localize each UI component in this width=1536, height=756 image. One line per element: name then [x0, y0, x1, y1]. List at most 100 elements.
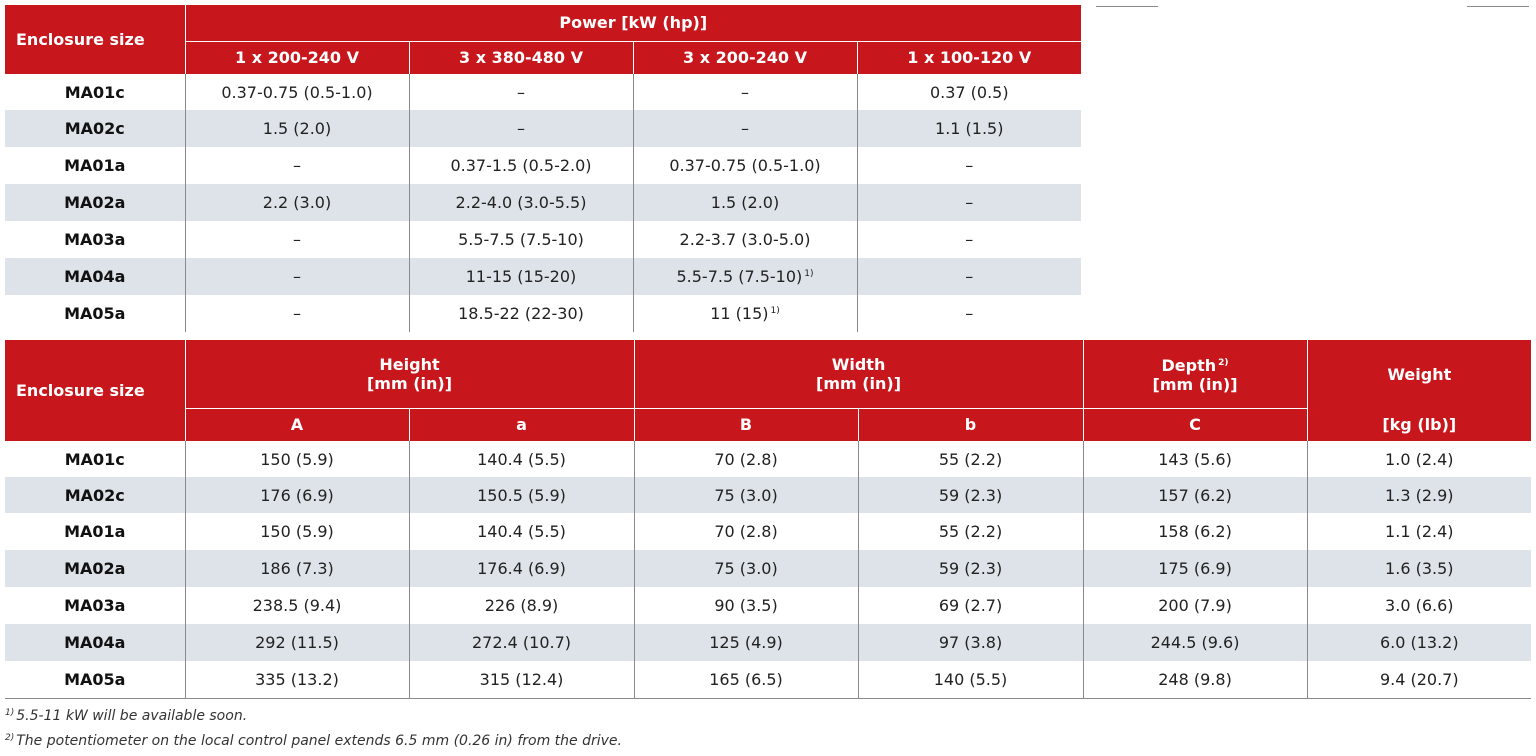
footnote-text: 5.5-11 kW will be available soon. [16, 708, 248, 724]
table-cell: – [184, 147, 409, 184]
power-group-header: Power [kW (hp)] [184, 5, 1082, 41]
table-cell-with-footnote: 11 (15) 1) [632, 295, 857, 332]
table-cell: 11-15 (15-20) [408, 258, 633, 295]
table-cell: – [184, 295, 409, 332]
table-cell: 3.0 (6.6) [1306, 587, 1532, 624]
table-cell: 248 (9.8) [1082, 661, 1308, 699]
table-cell: 55 (2.2) [857, 513, 1084, 550]
table-cell: 1.3 (2.9) [1306, 477, 1532, 513]
footnote: 2) The potentiometer on the local control… [5, 727, 622, 752]
table-cell: 0.37-0.75 (0.5-1.0) [632, 147, 857, 184]
table-cell: – [632, 110, 857, 147]
table-cell: 5.5-7.5 (7.5-10) [408, 221, 633, 258]
table-cell: 1.6 (3.5) [1306, 550, 1532, 587]
table-cell: 0.37 (0.5) [856, 74, 1082, 110]
table-cell: 335 (13.2) [184, 661, 409, 699]
table-row: MA01a 150 (5.9) 140.4 (5.5) 70 (2.8) 55 … [5, 513, 1532, 550]
table-cell: 186 (7.3) [184, 550, 409, 587]
enclosure-size: MA01a [64, 156, 126, 175]
table-cell: 143 (5.6) [1082, 441, 1308, 477]
width-group-header: Width [mm (in)] [633, 340, 1084, 408]
weight-group-header: Weight [1306, 340, 1532, 408]
table-row: MA05a – 18.5-22 (22-30) 11 (15) 1) – [5, 295, 1082, 332]
height-label: Height [379, 354, 440, 374]
enclosure-size: MA02a [5, 184, 185, 221]
enclosure-size: MA02c [5, 110, 185, 147]
enclosure-size: MA01c [64, 449, 125, 469]
table-cell: 69 (2.7) [857, 587, 1084, 624]
footnote-text: The potentiometer on the local control p… [16, 733, 622, 749]
table-row: MA03a 238.5 (9.4) 226 (8.9) 90 (3.5) 69 … [5, 587, 1532, 624]
dimension-subheader: C [1082, 407, 1308, 441]
depth-unit: [mm (in)] [1152, 374, 1238, 394]
dimension-subheader: B [633, 407, 859, 441]
footnote: 1) 5.5-11 kW will be available soon. [5, 702, 622, 727]
enclosure-size: MA02c [5, 477, 185, 513]
table-cell: – [632, 74, 857, 110]
dimension-subheader: a [408, 407, 635, 441]
table-cell: 176 (6.9) [184, 477, 409, 513]
height-group-header: Height [mm (in)] [184, 340, 635, 408]
table-cell: 1.1 (2.4) [1306, 513, 1532, 550]
table-cell: 2.2 (3.0) [184, 184, 409, 221]
table-cell: 175 (6.9) [1082, 550, 1308, 587]
power-table: Enclosure size Power [kW (hp)] 1 x 200-2… [5, 5, 1082, 332]
table-cell: 1.0 (2.4) [1306, 441, 1532, 477]
depth-group-header: Depth 2) [mm (in)] [1082, 340, 1308, 408]
voltage-header: 3 x 200-240 V [632, 40, 857, 74]
table-cell: 70 (2.8) [633, 441, 859, 477]
table-cell: 292 (11.5) [184, 624, 409, 661]
footnote-mark: 1) [5, 708, 15, 718]
table-cell: 176.4 (6.9) [408, 550, 635, 587]
table-cell: 125 (4.9) [633, 624, 859, 661]
enclosure-size: MA03a [64, 596, 126, 615]
table-cell: – [184, 258, 409, 295]
table-cell-with-footnote: 5.5-7.5 (7.5-10) 1) [632, 258, 857, 295]
table-cell: 0.37-1.5 (0.5-2.0) [408, 147, 633, 184]
table-cell: 165 (6.5) [633, 661, 859, 699]
table-cell: 18.5-22 (22-30) [408, 295, 633, 332]
table-cell: 59 (2.3) [857, 477, 1084, 513]
enclosure-size-header: Enclosure size [5, 5, 185, 74]
table-cell: – [408, 74, 633, 110]
dimension-subheader: [kg (lb)] [1306, 408, 1532, 441]
width-label: Width [831, 354, 886, 374]
cell-text: 11 (15) [710, 304, 769, 323]
table-cell: 150.5 (5.9) [408, 477, 635, 513]
table-cell: 90 (3.5) [633, 587, 859, 624]
table-cell: 0.37-0.75 (0.5-1.0) [184, 74, 409, 110]
enclosure-size: MA01a [64, 522, 126, 541]
table-row: MA01c 150 (5.9) 140.4 (5.5) 70 (2.8) 55 … [5, 441, 1532, 477]
height-unit: [mm (in)] [366, 373, 453, 393]
table-cell: 272.4 (10.7) [408, 624, 635, 661]
table-cell: – [856, 147, 1082, 184]
table-cell: 1.5 (2.0) [632, 184, 857, 221]
dimension-group-row: Enclosure size Height [mm (in)] Width [m… [5, 340, 1532, 441]
table-row: MA01c 0.37-0.75 (0.5-1.0) – – 0.37 (0.5) [5, 74, 1082, 110]
enclosure-size: MA01c [64, 82, 125, 102]
footnote-mark: 1) [804, 269, 814, 279]
table-cell: 244.5 (9.6) [1082, 624, 1308, 661]
top-rule-right [1467, 6, 1529, 7]
table-row: MA03a – 5.5-7.5 (7.5-10) 2.2-3.7 (3.0-5.… [5, 221, 1082, 258]
enclosure-size: MA03a [64, 230, 126, 249]
table-cell: 1.1 (1.5) [856, 110, 1082, 147]
table-cell: 6.0 (13.2) [1306, 624, 1532, 661]
dimensions-table: Enclosure size Height [mm (in)] Width [m… [5, 340, 1532, 699]
table-cell: – [856, 295, 1082, 332]
enclosure-size: MA04a [5, 624, 185, 661]
enclosure-size: MA05a [5, 661, 185, 699]
table-cell: – [408, 110, 633, 147]
table-cell: 238.5 (9.4) [184, 587, 409, 624]
voltage-header-row: 1 x 200-240 V 3 x 380-480 V 3 x 200-240 … [5, 40, 1082, 74]
table-cell: 1.5 (2.0) [184, 110, 409, 147]
table-cell: 150 (5.9) [184, 513, 409, 550]
table-cell: 55 (2.2) [857, 441, 1084, 477]
dimension-subheader: A [184, 407, 409, 441]
table-cell: 2.2-3.7 (3.0-5.0) [632, 221, 857, 258]
table-cell: 200 (7.9) [1082, 587, 1308, 624]
table-cell: 75 (3.0) [633, 550, 859, 587]
table-row: MA02a 186 (7.3) 176.4 (6.9) 75 (3.0) 59 … [5, 550, 1532, 587]
table-row: MA02c 1.5 (2.0) – – 1.1 (1.5) [5, 110, 1082, 147]
